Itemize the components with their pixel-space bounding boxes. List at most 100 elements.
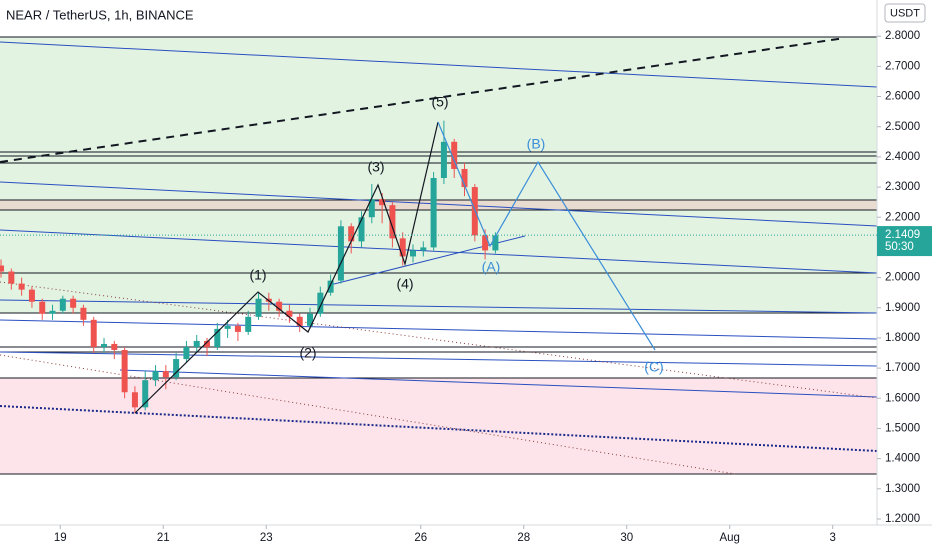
candle-body — [90, 319, 97, 347]
wave-label: (1) — [249, 267, 266, 283]
candle-body — [255, 298, 262, 317]
x-tick-label: 26 — [414, 532, 427, 544]
y-tick-label: 1.8000 — [885, 332, 920, 344]
dashed-trend — [0, 37, 846, 163]
y-tick-label: 2.5000 — [885, 121, 920, 133]
wave-label: (3) — [367, 159, 384, 175]
candle-body — [28, 289, 35, 302]
candle-body — [224, 325, 231, 329]
candle-body — [142, 380, 149, 408]
candle-body — [234, 325, 241, 332]
wave-label: (2) — [299, 345, 316, 361]
y-tick-label: 2.2000 — [885, 211, 920, 223]
horizontal-levels — [0, 36, 877, 475]
candle-body — [49, 310, 56, 314]
price-axis — [877, 0, 932, 550]
candle-body — [307, 313, 314, 326]
y-tick-label: 1.9000 — [885, 302, 920, 314]
x-tick-label: 3 — [830, 532, 836, 544]
currency-box[interactable] — [884, 3, 926, 23]
y-tick-label: 1.3000 — [885, 483, 920, 495]
candle-body — [152, 371, 159, 381]
candle-body — [492, 235, 499, 251]
x-tick-label: 21 — [157, 532, 170, 544]
y-tick-label: 2.8000 — [885, 30, 920, 42]
candle-body — [204, 340, 211, 347]
correction-label: (C) — [644, 359, 663, 375]
candle-body — [451, 141, 458, 169]
countdown: 50:30 — [885, 241, 914, 253]
correction-wave — [437, 121, 656, 351]
candle-body — [461, 168, 468, 188]
candle-body — [276, 301, 283, 311]
y-tick-label: 2.7000 — [885, 60, 920, 72]
correction-label: (B) — [527, 136, 546, 152]
support-zone — [0, 37, 877, 313]
last-price-label: 2.1409 — [885, 229, 920, 241]
candle-body — [286, 310, 293, 317]
y-tick-label: 2.4000 — [885, 151, 920, 163]
y-tick-label: 1.4000 — [885, 453, 920, 465]
candle-body — [162, 371, 169, 378]
y-tick-label: 2.6000 — [885, 91, 920, 103]
candle-body — [399, 238, 406, 257]
resistance-band — [0, 200, 877, 210]
candle-body — [482, 235, 489, 251]
x-tick-label: 28 — [517, 532, 530, 544]
trend-line — [0, 181, 878, 227]
candle-body — [70, 298, 77, 308]
x-tick-label: 30 — [620, 532, 633, 544]
y-tick-label: 1.5000 — [885, 422, 920, 434]
chart-title: NEAR / TetherUS, 1h, BINANCE — [6, 7, 194, 22]
wave-label: (5) — [431, 94, 448, 110]
correction-label: (A) — [482, 259, 501, 275]
candle-body — [358, 217, 365, 242]
candle-body — [39, 301, 46, 314]
last-price-tag — [877, 226, 932, 257]
x-tick-label: 23 — [260, 532, 273, 544]
candle-body — [317, 292, 324, 314]
candle-body — [214, 328, 221, 347]
y-tick-label: 2.0000 — [885, 272, 920, 284]
candle-body — [193, 340, 200, 347]
trend-line — [0, 351, 878, 367]
candle-body — [59, 298, 66, 311]
candle-body — [245, 316, 252, 332]
y-tick-label: 1.6000 — [885, 392, 920, 404]
candle-body — [8, 271, 15, 284]
y-tick-label: 1.7000 — [885, 362, 920, 374]
trend-line — [0, 299, 878, 314]
currency[interactable]: USDT — [890, 7, 920, 19]
y-tick-label: 2.3000 — [885, 181, 920, 193]
x-tick-label: 19 — [54, 532, 67, 544]
y-tick-label: 1.2000 — [885, 513, 920, 525]
candle-body — [410, 250, 417, 257]
candle-body — [111, 343, 118, 350]
candle-body — [101, 343, 108, 347]
time-axis — [0, 525, 877, 550]
trend-line — [119, 369, 878, 398]
candle-body — [440, 141, 447, 179]
trend-line — [0, 229, 878, 274]
impulse-wave — [134, 121, 439, 414]
candle-body — [420, 247, 427, 251]
candle-body — [131, 392, 138, 408]
candle-body — [389, 205, 396, 239]
candle-body — [18, 283, 25, 290]
candle-body — [337, 226, 344, 281]
candle-body — [327, 280, 334, 293]
candle-body — [173, 359, 180, 378]
wave-label: (4) — [396, 276, 413, 292]
candle-body — [80, 307, 87, 320]
candle-body — [0, 265, 5, 272]
candle-body — [183, 346, 190, 360]
candle-body — [430, 178, 437, 248]
candle-body — [368, 199, 375, 218]
x-tick-label: Aug — [719, 532, 739, 544]
candle-body — [348, 226, 355, 242]
wave-labels: (1) (2) (3) (4) (5) (A) (B) (C) — [249, 94, 663, 375]
trend-line — [0, 41, 878, 88]
trend-line — [0, 319, 878, 340]
candle-body — [296, 316, 303, 326]
